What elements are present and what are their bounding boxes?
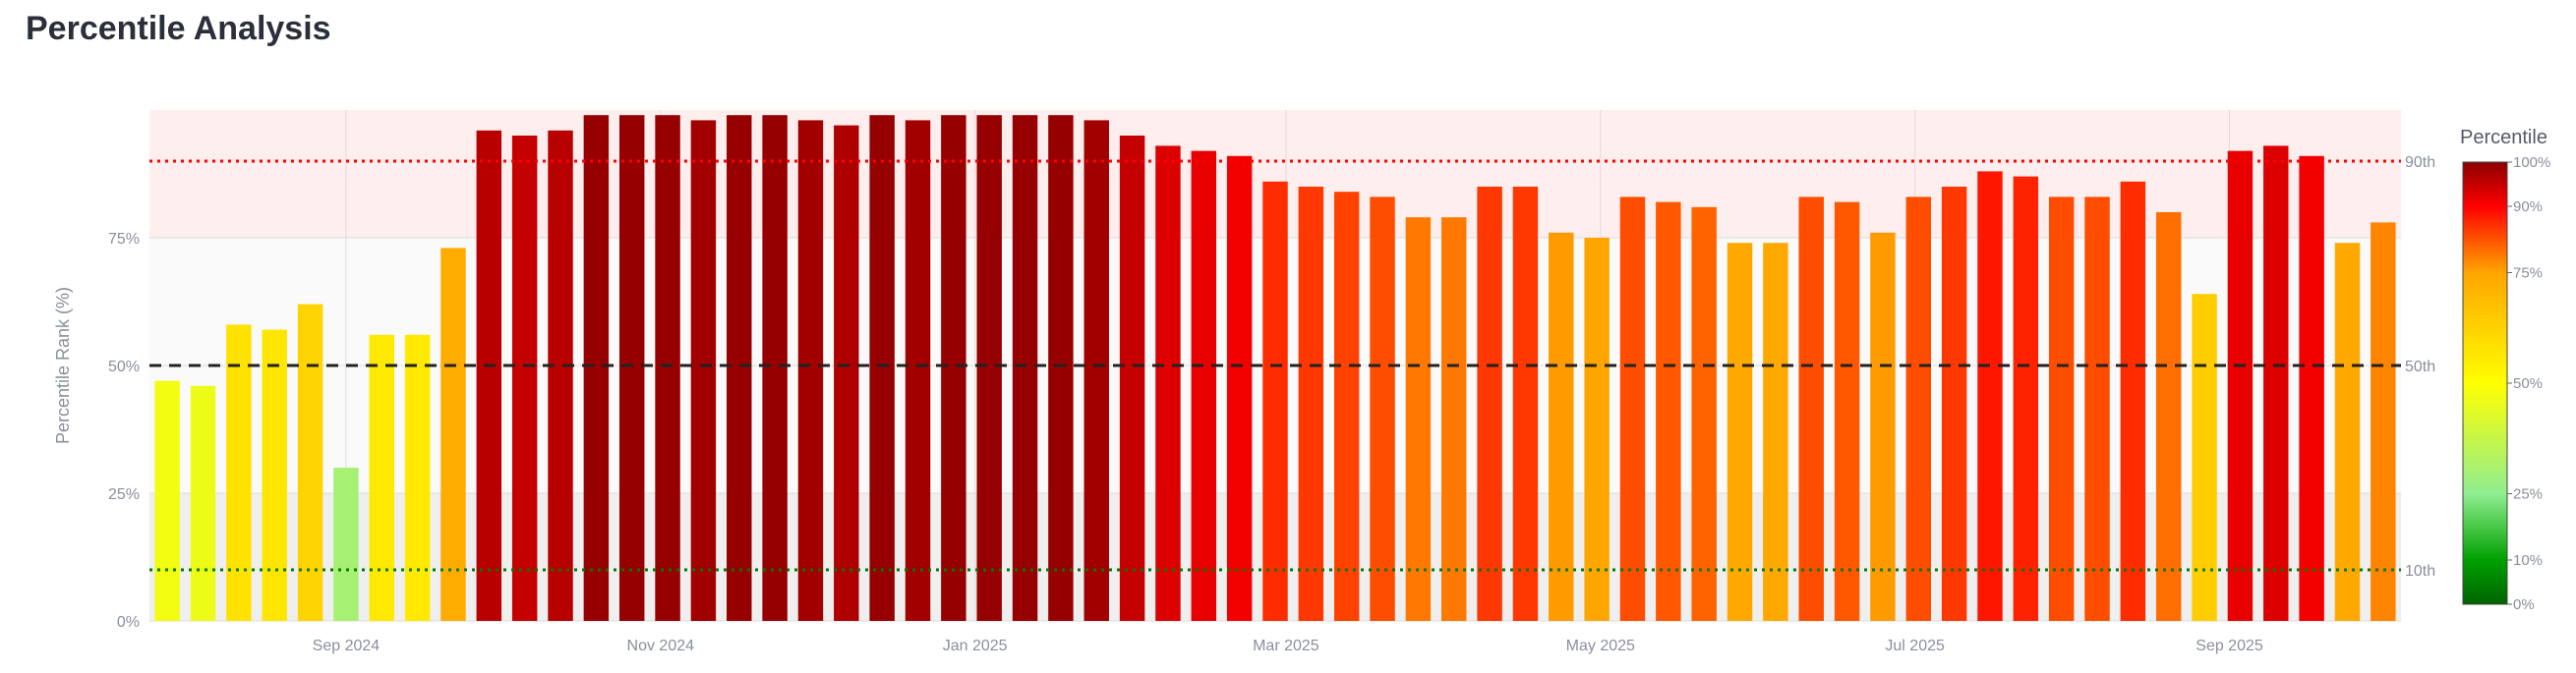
bar (2120, 181, 2146, 622)
bar (1584, 238, 1610, 621)
bar (1012, 115, 1038, 621)
bar (1977, 171, 2003, 621)
bar (655, 115, 680, 621)
x-tick-label: Mar 2025 (1253, 638, 1319, 654)
y-axis: 0% 25% 50% 75% (108, 231, 140, 631)
x-tick-label: Jul 2025 (1885, 638, 1945, 654)
colorbar: Percentile 0% 10% 25% 50% 75% 90% 100% (2460, 127, 2550, 613)
bar (1512, 187, 1539, 621)
bar (226, 324, 252, 621)
colorbar-tick-label: 25% (2513, 486, 2543, 503)
y-tick-label: 50% (108, 359, 140, 375)
bar (2156, 212, 2182, 621)
bar (834, 125, 859, 621)
bar (869, 115, 895, 621)
bar (976, 115, 1002, 621)
bar (1727, 243, 1753, 621)
bar (1226, 155, 1253, 622)
x-tick-label: Nov 2024 (627, 638, 695, 654)
bar (2334, 243, 2361, 621)
bar (1048, 115, 1074, 621)
bar (941, 115, 966, 621)
bar (2263, 145, 2289, 621)
bar (1905, 196, 1932, 621)
colorbar-tick-label: 90% (2513, 198, 2543, 215)
y-tick-label: 75% (108, 231, 140, 248)
bar (797, 120, 824, 622)
bar (2299, 155, 2324, 622)
reference-label-10th: 10th (2405, 563, 2435, 580)
bar (1191, 150, 1217, 621)
colorbar-title: Percentile (2460, 127, 2547, 148)
bar (1441, 217, 1467, 621)
bar (440, 248, 466, 621)
bar (1119, 136, 1145, 621)
bar (262, 329, 287, 621)
bar (1619, 196, 1646, 621)
x-tick-label: May 2025 (1566, 638, 1635, 654)
y-tick-label: 25% (108, 486, 140, 503)
x-tick-label: Sep 2024 (313, 638, 381, 654)
bar (1083, 120, 1109, 622)
bar (1405, 217, 1432, 621)
bar (1370, 196, 1395, 621)
bar (154, 380, 180, 621)
colorbar-tick-label: 10% (2513, 552, 2543, 569)
reference-label-90th: 90th (2405, 154, 2435, 171)
bar (1262, 181, 1288, 622)
bar (905, 120, 931, 622)
bar (1798, 196, 1824, 621)
bar (2084, 196, 2110, 621)
x-tick-label: Jan 2025 (943, 638, 1008, 654)
colorbar-tick-label: 75% (2513, 265, 2543, 282)
bar (190, 385, 216, 621)
page-title: Percentile Analysis (26, 10, 331, 47)
bar (1477, 187, 1502, 621)
bar (511, 136, 538, 621)
bar (1656, 201, 1681, 621)
colorbar-tick-label: 50% (2513, 375, 2543, 392)
bar (1333, 192, 1360, 621)
bar (2371, 222, 2396, 621)
bar (2227, 150, 2254, 621)
bar (2013, 176, 2039, 621)
bar (618, 115, 645, 621)
colorbar-scale (2462, 161, 2508, 605)
bar (1834, 201, 1860, 621)
bar (2048, 196, 2075, 621)
y-axis-title: Percentile Rank (%) (53, 287, 73, 444)
bar (1298, 187, 1324, 621)
x-axis: Sep 2024 Nov 2024 Jan 2025 Mar 2025 May 2025… (313, 638, 2263, 654)
bar (1763, 243, 1788, 621)
bar (690, 120, 717, 622)
bar (333, 468, 359, 621)
reference-label-50th: 50th (2405, 359, 2435, 375)
bar (476, 130, 502, 622)
bar (297, 304, 323, 621)
bar (404, 334, 431, 621)
x-tick-label: Sep 2025 (2195, 638, 2263, 654)
bar (1941, 187, 1967, 621)
bar (1870, 232, 1896, 622)
y-tick-label: 0% (117, 614, 140, 631)
bar (2192, 294, 2217, 621)
bar (548, 130, 573, 622)
bar (1155, 145, 1181, 621)
colorbar-tick-label: 0% (2513, 596, 2535, 613)
colorbar-tick-label: 100% (2513, 154, 2550, 171)
bar (583, 115, 610, 621)
bar (1691, 206, 1717, 622)
bar-series (154, 115, 2396, 622)
reference-lines: 90th 50th 10th (149, 154, 2435, 580)
bar (727, 115, 752, 621)
bar (1549, 232, 1574, 622)
bar (369, 334, 394, 621)
bar (762, 115, 788, 621)
